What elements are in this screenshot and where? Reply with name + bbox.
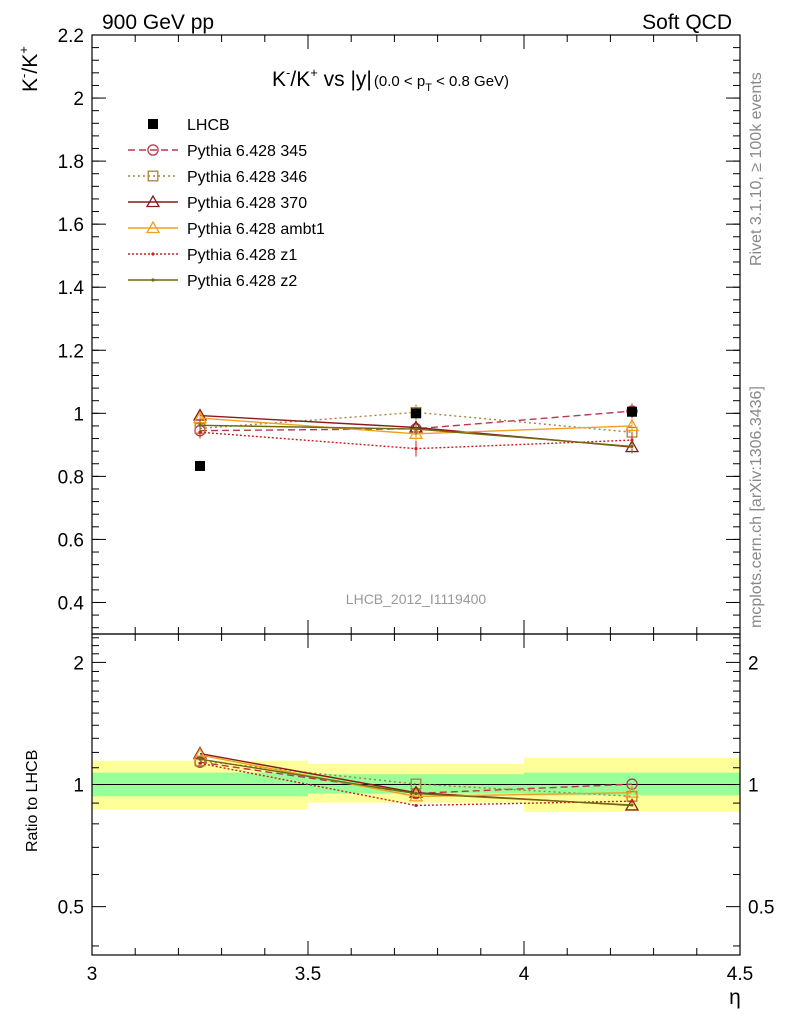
legend-marker — [148, 119, 158, 129]
y-tick-label: 0.8 — [58, 467, 84, 488]
x-axis-label: η — [729, 986, 741, 1009]
x-tick-label: 3 — [87, 964, 98, 985]
mc-point — [414, 803, 418, 808]
mc-point — [408, 785, 424, 798]
rivet-label: Rivet 3.1.10, ≥ 100k events — [748, 72, 765, 266]
mc-point — [630, 444, 634, 449]
y-axis-label: K-/K+ — [16, 46, 42, 92]
mc-point — [414, 791, 418, 796]
ratio-frame — [91, 633, 741, 956]
y-tick-label: 1.4 — [58, 278, 85, 299]
mc-point — [145, 194, 161, 208]
y-tick-label: 1.6 — [58, 215, 84, 236]
ratio-y-tick-label: 0.5 — [58, 898, 84, 919]
mc-point — [198, 423, 202, 427]
legend-label: Pythia 6.428 z1 — [187, 247, 297, 264]
mc-point — [147, 144, 159, 156]
header-left: 900 GeV pp — [102, 11, 214, 34]
mc-point — [624, 418, 640, 432]
x-tick-label: 4.5 — [727, 964, 753, 985]
legend: LHCB Pythia 6.428 345 Pythia 6.428 346 Pyth… — [128, 117, 325, 290]
mcplots-label: mcplots.cern.ch [arXiv:1306.3436] — [748, 386, 765, 628]
mc-point — [414, 447, 418, 451]
uncertainty-band-inner — [308, 774, 524, 794]
x-tick-label: 3.5 — [295, 964, 321, 985]
ratio-y-tick-label-right: 2 — [748, 653, 759, 674]
mc-point — [145, 220, 161, 234]
mc-point — [147, 170, 159, 182]
y-tick-label: 0.4 — [58, 593, 85, 614]
ratio-series-layer — [192, 746, 640, 811]
legend-label: Pythia 6.428 ambt1 — [187, 221, 325, 238]
x-tick-label: 4 — [519, 964, 530, 985]
legend-label: Pythia 6.428 346 — [187, 169, 307, 186]
ratio-plot-area — [92, 757, 740, 812]
ratio-line-p346 — [199, 760, 633, 798]
mc-point — [151, 252, 155, 256]
legend-label: Pythia 6.428 345 — [187, 143, 307, 160]
series-line-p345 — [199, 410, 633, 432]
ratio-line-ambt1 — [199, 754, 633, 798]
mc-point — [198, 430, 202, 434]
y-tick-label: 0.6 — [58, 530, 84, 551]
analysis-watermark: LHCB_2012_I1119400 — [346, 591, 487, 607]
mc-point — [198, 761, 202, 765]
mc-point — [198, 757, 202, 761]
mc-point — [408, 789, 424, 802]
y-tick-label: 1.8 — [58, 152, 84, 173]
y-tick-label: 2 — [73, 89, 84, 110]
mc-point — [410, 778, 422, 790]
mc-point — [630, 803, 634, 807]
chart-title: K-/K+ vs |y| (0.0 < pT < 0.8 GeV) — [272, 65, 509, 94]
y-tick-label: 2.2 — [58, 26, 84, 47]
mc-point — [624, 785, 640, 798]
legend-label: LHCB — [187, 117, 230, 134]
mc-point — [408, 426, 424, 439]
legend-label: Pythia 6.428 370 — [187, 195, 307, 212]
data-point — [411, 408, 421, 419]
data-point — [627, 406, 637, 417]
mc-point — [151, 278, 155, 282]
ratio-y-axis-label: Ratio to LHCB — [24, 750, 41, 852]
mc-point — [626, 778, 638, 790]
mc-point — [194, 755, 206, 767]
mc-point — [630, 799, 634, 803]
legend-label: Pythia 6.428 z2 — [187, 273, 297, 290]
ratio-line-p345 — [199, 761, 633, 795]
ratio-y-tick-label: 2 — [73, 653, 84, 674]
axes-layer: 0.4 0.6 0.8 1 1.2 1.4 1.6 1.8 2 2.2 3 3.5 4 4.5 0.5 0.5… — [58, 26, 775, 985]
mc-point — [414, 427, 418, 431]
y-tick-label: 1 — [73, 404, 84, 425]
header-right: Soft QCD — [642, 11, 732, 34]
y-tick-label: 1.2 — [58, 341, 84, 362]
data-point — [195, 460, 205, 471]
ratio-y-tick-label-right: 0.5 — [748, 898, 774, 919]
main-series-layer — [192, 403, 640, 471]
ratio-y-tick-label: 1 — [73, 776, 84, 797]
ratio-y-tick-label-right: 1 — [748, 776, 759, 797]
uncertainty-band-inner — [524, 772, 740, 796]
